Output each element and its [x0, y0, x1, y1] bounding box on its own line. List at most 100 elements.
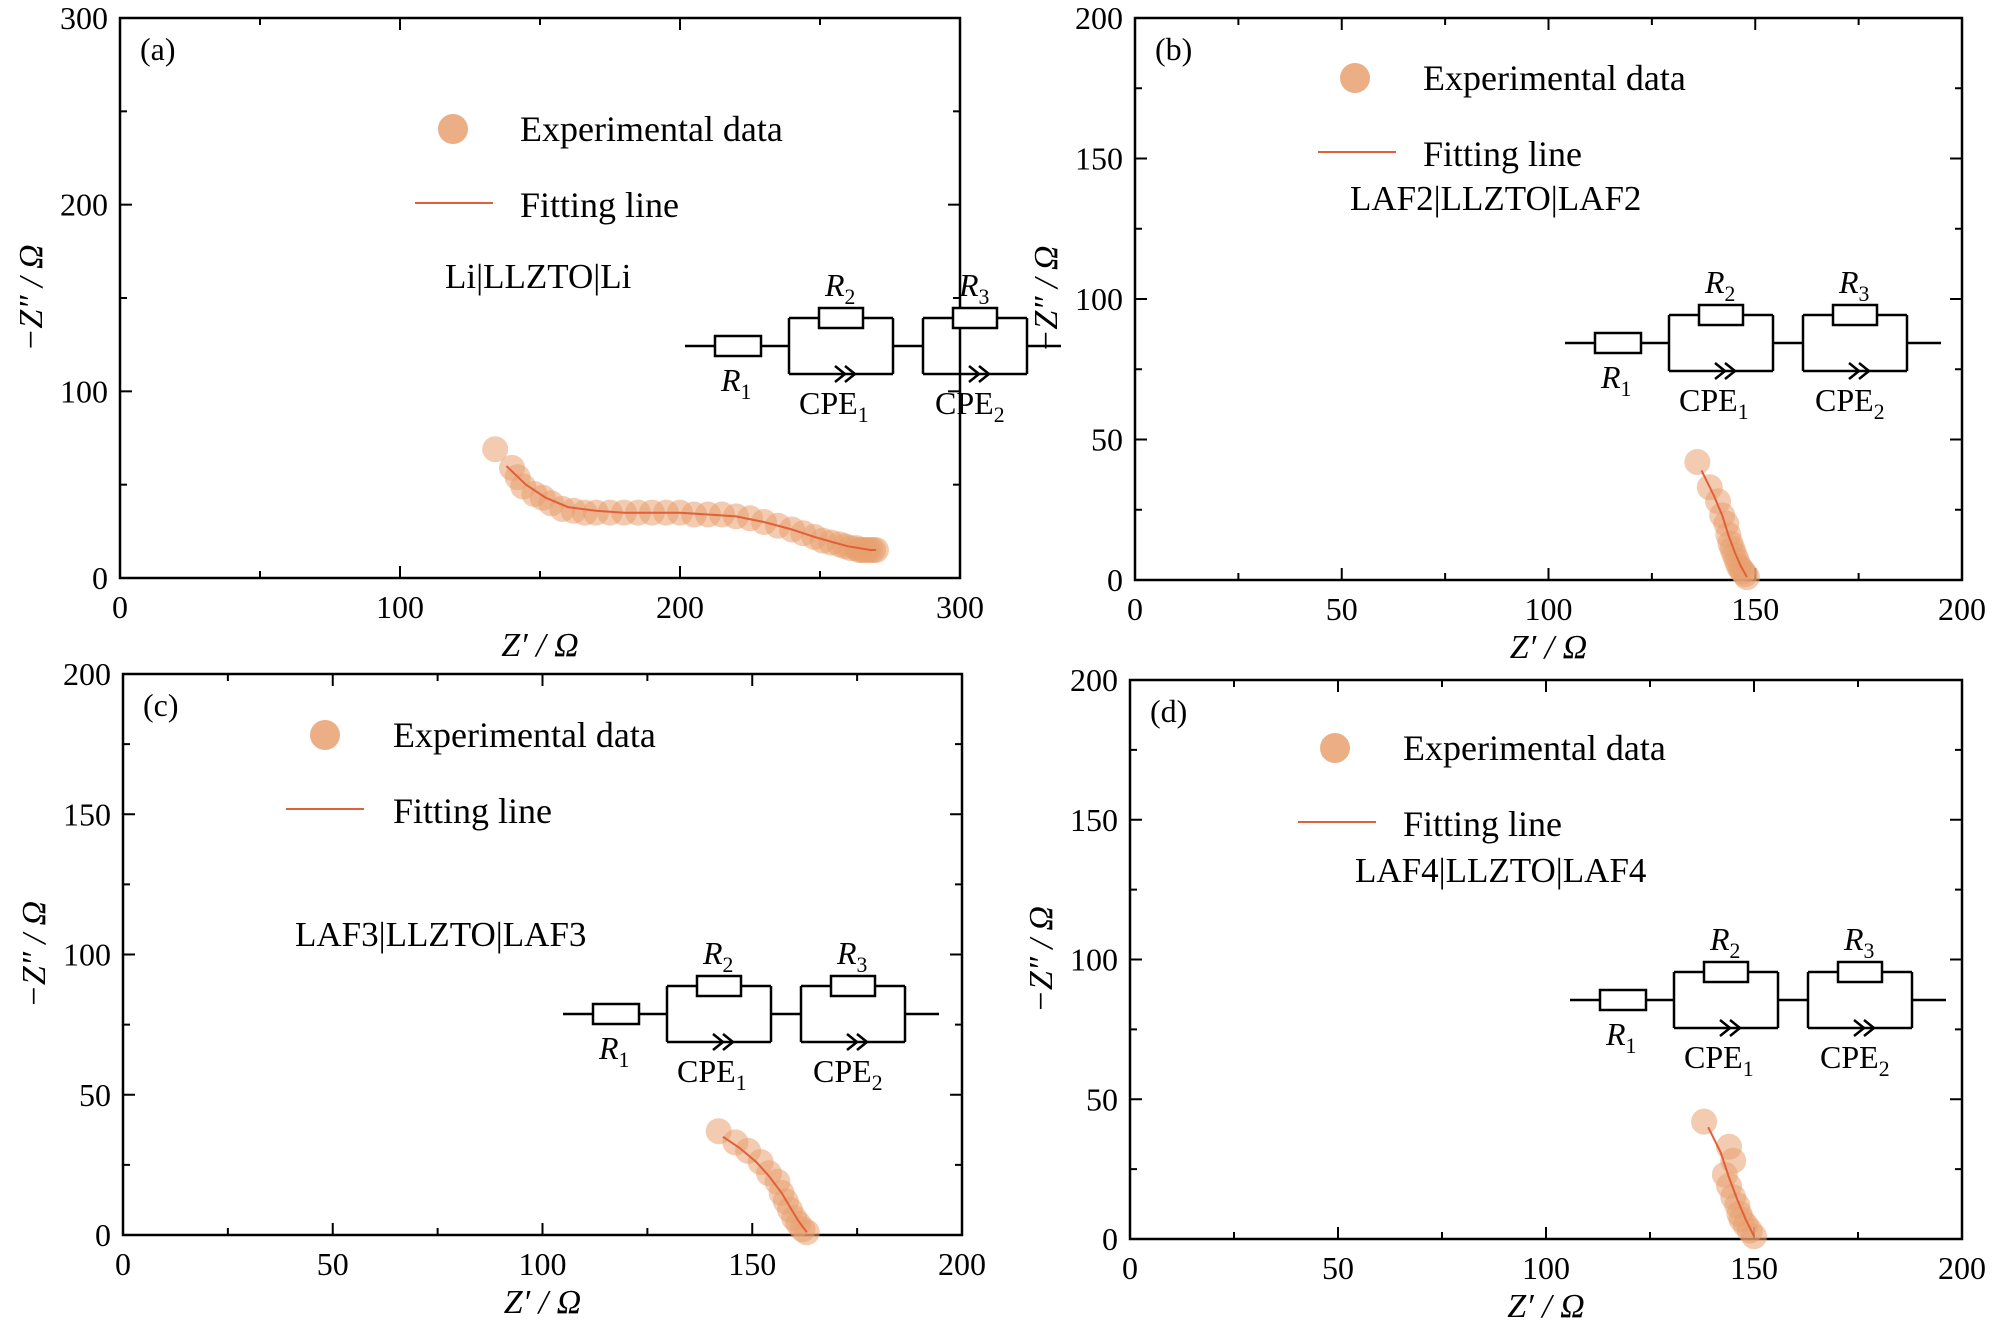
label-r3: R3 — [958, 267, 990, 309]
cpe1-symbol — [1714, 362, 1738, 380]
fitting-line — [722, 1135, 808, 1233]
y-tick-label: 150 — [63, 796, 111, 832]
chart-panel-d: 0 50 100 150 200 0 50 100 150 200 Z′ / Ω −Z″ / Ω (d)… — [1023, 662, 1986, 1325]
label-cpe1: CPE1 — [677, 1053, 747, 1095]
resistor-r3 — [829, 974, 877, 998]
legend-label-experimental: Experimental data — [1423, 58, 1686, 98]
equivalent-circuit: R1 R2 R3 CPE1 CPE2 — [685, 267, 1061, 427]
y-tick-label: 200 — [63, 656, 111, 692]
y-tick-label: 100 — [1070, 942, 1118, 978]
cpe1-symbol — [1719, 1019, 1743, 1037]
label-r2: R2 — [702, 935, 733, 977]
x-tick-label: 50 — [1322, 1250, 1354, 1286]
data-point — [1741, 1223, 1767, 1250]
resistor-r1 — [1598, 988, 1648, 1012]
label-cpe1: CPE1 — [1679, 382, 1749, 424]
fitting-line — [1700, 469, 1748, 578]
x-tick-label: 150 — [1731, 591, 1779, 627]
chart-panel-c: 0 50 100 150 200 0 50 100 150 200 Z′ / Ω −Z″ / Ω (c)… — [16, 656, 986, 1321]
y-tick-label: 100 — [63, 937, 111, 973]
label-r2: R2 — [1709, 921, 1740, 963]
legend-label-experimental: Experimental data — [1403, 728, 1666, 768]
plot-frame — [1133, 16, 1964, 582]
resistor-r1 — [591, 1002, 641, 1026]
legend-label-experimental: Experimental data — [393, 715, 656, 755]
y-tick-label: 0 — [95, 1217, 111, 1253]
label-r1: R1 — [720, 362, 751, 404]
label-r1: R1 — [1600, 359, 1631, 401]
x-tick-label: 100 — [519, 1246, 567, 1282]
panel-label: (d) — [1150, 693, 1187, 729]
x-axis-title: Z′ / Ω — [1507, 1288, 1584, 1325]
resistor-r2 — [817, 306, 865, 330]
legend-label-fitting: Fitting line — [520, 185, 679, 225]
resistor-r3 — [1836, 960, 1884, 984]
x-tick-label: 0 — [115, 1246, 131, 1282]
x-tick-label: 200 — [656, 589, 704, 625]
legend-marker-experimental — [438, 114, 468, 144]
label-r3: R3 — [1843, 921, 1875, 963]
legend-marker-experimental — [1340, 63, 1370, 93]
y-tick-label: 300 — [60, 0, 108, 36]
cpe2-symbol — [1848, 362, 1872, 380]
y-tick-label: 0 — [1102, 1221, 1118, 1257]
y-tick-label: 200 — [1070, 662, 1118, 698]
x-tick-label: 200 — [938, 1246, 986, 1282]
x-tick-label: 50 — [1326, 591, 1358, 627]
y-tick-label: 100 — [60, 373, 108, 409]
legend-label-fitting: Fitting line — [1403, 804, 1562, 844]
legend-label-fitting: Fitting line — [393, 791, 552, 831]
label-r2: R2 — [824, 267, 855, 309]
legend-label-experimental: Experimental data — [520, 109, 783, 149]
y-tick-label: 200 — [60, 187, 108, 223]
panel-label: (b) — [1155, 31, 1192, 67]
label-cpe2: CPE2 — [935, 385, 1005, 427]
y-tick-label: 50 — [1091, 422, 1123, 458]
chart-panel-a: 0 100 200 300 0 100 200 300 Z′ / Ω −Z″ / Ω (a) Expe… — [13, 0, 1061, 664]
y-tick-label: 50 — [1086, 1081, 1118, 1117]
panel-label: (c) — [143, 687, 179, 723]
panel-label: (a) — [140, 31, 176, 67]
x-tick-label: 150 — [1730, 1250, 1778, 1286]
x-tick-label: 100 — [376, 589, 424, 625]
x-axis-title: Z′ / Ω — [504, 1284, 581, 1321]
x-axis-title: Z′ / Ω — [501, 627, 578, 664]
x-tick-label: 0 — [1127, 591, 1143, 627]
y-axis-title: −Z″ / Ω — [1023, 906, 1060, 1013]
y-tick-label: 150 — [1070, 802, 1118, 838]
x-tick-label: 100 — [1522, 1250, 1570, 1286]
label-r1: R1 — [1605, 1016, 1636, 1058]
y-axis-title: −Z″ / Ω — [16, 901, 53, 1008]
label-cpe2: CPE2 — [813, 1053, 883, 1095]
x-axis-title: Z′ / Ω — [1510, 629, 1587, 666]
legend-marker-experimental — [310, 720, 340, 750]
equivalent-circuit: R1 R2 R3 CPE1 CPE2 — [563, 935, 939, 1095]
x-tick-label: 50 — [317, 1246, 349, 1282]
x-tick-label: 300 — [936, 589, 984, 625]
data-point — [1691, 1108, 1718, 1135]
label-cpe1: CPE1 — [1684, 1039, 1754, 1081]
equivalent-circuit: R1 R2 R3 CPE1 CPE2 — [1570, 921, 1946, 1081]
y-tick-label: 200 — [1075, 0, 1123, 36]
legend-marker-experimental — [1320, 733, 1350, 763]
x-tick-label: 100 — [1525, 591, 1573, 627]
fitting-line — [1707, 1126, 1755, 1237]
chart-panel-b: 0 50 100 150 200 0 50 100 150 200 Z′ / Ω −Z″ / Ω (b)… — [1028, 0, 1986, 666]
x-tick-label: 200 — [1938, 1250, 1986, 1286]
data-point — [482, 436, 509, 463]
y-axis-title: −Z″ / Ω — [13, 244, 50, 351]
label-cpe1: CPE1 — [799, 385, 869, 427]
cpe2-symbol — [968, 365, 992, 383]
label-r2: R2 — [1704, 264, 1735, 306]
cpe1-symbol — [834, 365, 858, 383]
x-tick-label: 0 — [112, 589, 128, 625]
legend-label-fitting: Fitting line — [1423, 134, 1582, 174]
label-r1: R1 — [598, 1030, 629, 1072]
sample-label: LAF3|LLZTO|LAF3 — [295, 915, 586, 954]
y-tick-label: 50 — [79, 1077, 111, 1113]
y-tick-label: 100 — [1075, 281, 1123, 317]
data-point — [1684, 448, 1711, 475]
y-tick-label: 0 — [1107, 562, 1123, 598]
sample-label: Li|LLZTO|Li — [445, 257, 632, 296]
